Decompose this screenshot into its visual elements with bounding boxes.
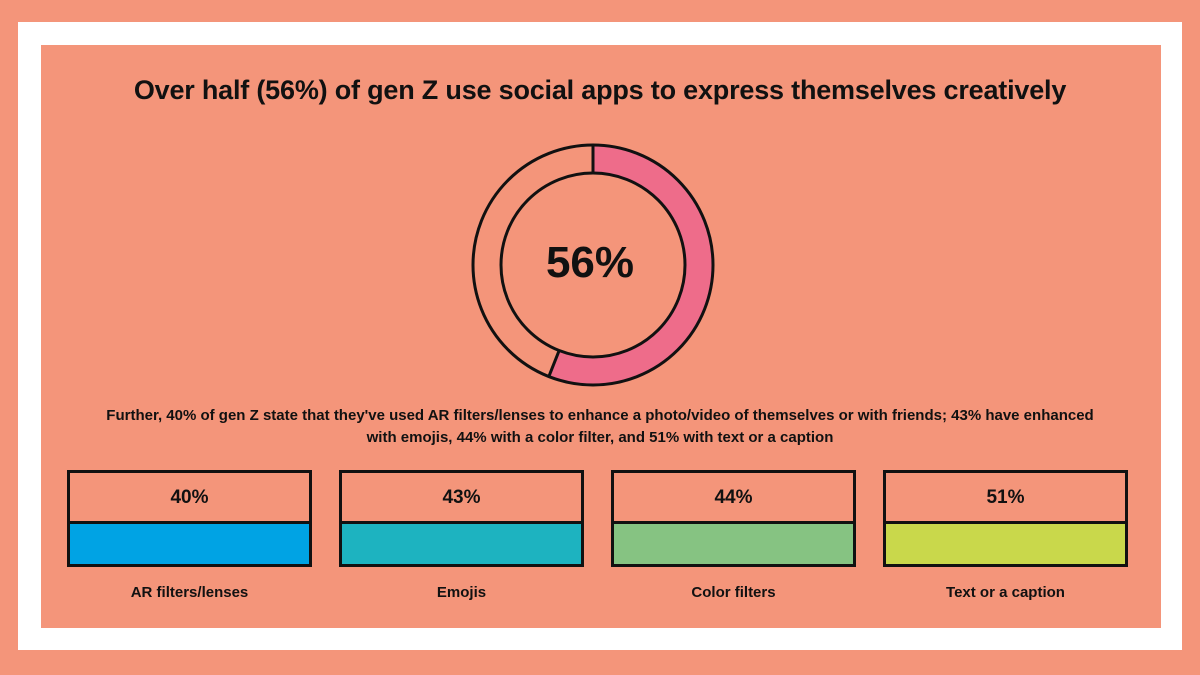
donut-segment-filled (548, 145, 714, 385)
bar-fill (70, 521, 309, 564)
bar-box-emojis: 43% (339, 470, 584, 567)
bar-value-label: 40% (170, 487, 209, 508)
donut-segment-edge (547, 349, 561, 378)
category-label: Emojis (436, 584, 487, 601)
bar-fill (614, 521, 853, 564)
bar-box-text-caption: 51% (883, 470, 1128, 567)
chart-title: Over half (56%) of gen Z use social apps… (133, 75, 1067, 105)
bar-box-color-filters: 44% (611, 470, 856, 567)
bar-value-label: 43% (442, 487, 481, 508)
description-text: Further, 40% of gen Z state that they've… (106, 407, 1094, 446)
category-label: AR filters/lenses (130, 584, 249, 601)
bar-box-ar-filters: 40% (67, 470, 312, 567)
category-label: Text or a caption (946, 584, 1065, 601)
bar-value-label: 51% (986, 487, 1025, 508)
category-label: Color filters (691, 584, 776, 601)
donut-center-value: 56% (545, 238, 635, 287)
bar-fill (342, 521, 581, 564)
bar-value-label: 44% (714, 487, 753, 508)
bar-fill (886, 521, 1125, 564)
